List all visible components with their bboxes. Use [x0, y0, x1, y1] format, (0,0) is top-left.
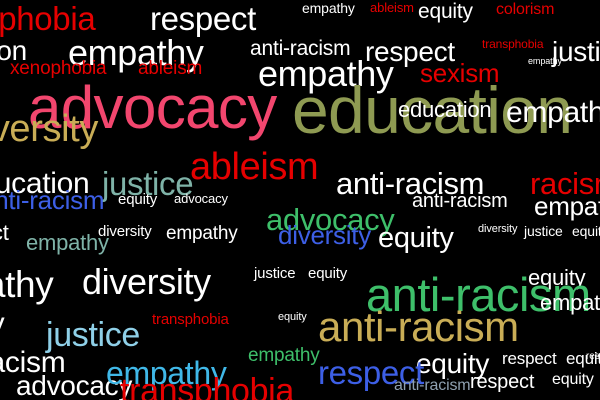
word: advocacy	[28, 74, 277, 141]
word: anti-racism	[394, 377, 471, 394]
word: education	[0, 167, 90, 200]
word: empathy	[0, 264, 54, 305]
word: anti-racism	[250, 37, 351, 60]
word: respect	[586, 351, 600, 362]
word: advocacy	[174, 191, 228, 206]
word: respect	[502, 349, 557, 368]
word: diversity	[82, 261, 211, 302]
word: empathy	[68, 32, 204, 73]
word: empathy	[540, 290, 600, 315]
word: empathy	[534, 191, 600, 221]
word: anti-racism	[336, 166, 485, 201]
word: respect	[470, 371, 535, 393]
word: equity	[552, 371, 594, 388]
word: transphobia	[482, 37, 544, 51]
word: equity	[416, 348, 490, 379]
word: empathy	[248, 345, 320, 366]
word: equity	[418, 0, 473, 23]
word: transphobia	[152, 311, 229, 328]
word: equity	[528, 265, 586, 290]
word: respect	[365, 36, 455, 67]
word: equity	[118, 191, 158, 208]
word: respect	[150, 0, 256, 37]
word: racism	[530, 166, 600, 201]
word: equity	[378, 222, 454, 254]
word: empathy	[528, 56, 562, 66]
word: justice	[46, 316, 140, 354]
word: diversity	[98, 223, 152, 240]
word: respect	[318, 354, 424, 391]
word: transphobia	[120, 372, 294, 400]
word: advocacy	[0, 309, 5, 339]
word: equity	[278, 311, 307, 323]
word: advocacy	[266, 202, 395, 237]
word: anti-racism	[366, 268, 591, 321]
word: colorism	[496, 1, 555, 18]
word: anti-racism	[0, 185, 105, 215]
word: xenophobia	[0, 0, 96, 37]
word: justice	[102, 165, 194, 202]
word: justice	[552, 36, 600, 67]
word: advocacy	[16, 370, 133, 400]
word: ableism	[370, 0, 414, 15]
word: xenophobia	[10, 58, 107, 79]
word: empathy	[166, 223, 238, 244]
word: empathy	[506, 96, 600, 129]
word: empathy	[106, 355, 227, 391]
word: diversity	[478, 223, 518, 235]
word: diversity	[0, 108, 98, 150]
word: equity	[566, 349, 600, 368]
word: ableism	[190, 146, 319, 188]
word: justice	[524, 223, 563, 239]
word: equity	[572, 223, 600, 239]
word: justice	[254, 265, 296, 282]
word: equity	[308, 265, 348, 282]
word: anti-racism	[318, 303, 519, 350]
word: anti-racism	[412, 190, 508, 212]
word: education	[398, 97, 492, 122]
word: ableism	[138, 58, 203, 79]
word: empathy	[258, 53, 394, 94]
word: education	[0, 35, 27, 66]
word: sexism	[420, 58, 500, 88]
word: respect	[0, 220, 9, 245]
word: education	[292, 73, 573, 147]
word: anti-racism	[0, 346, 66, 379]
word: empathy	[26, 230, 109, 255]
word: diversity	[278, 220, 372, 250]
word: empathy	[302, 0, 355, 16]
